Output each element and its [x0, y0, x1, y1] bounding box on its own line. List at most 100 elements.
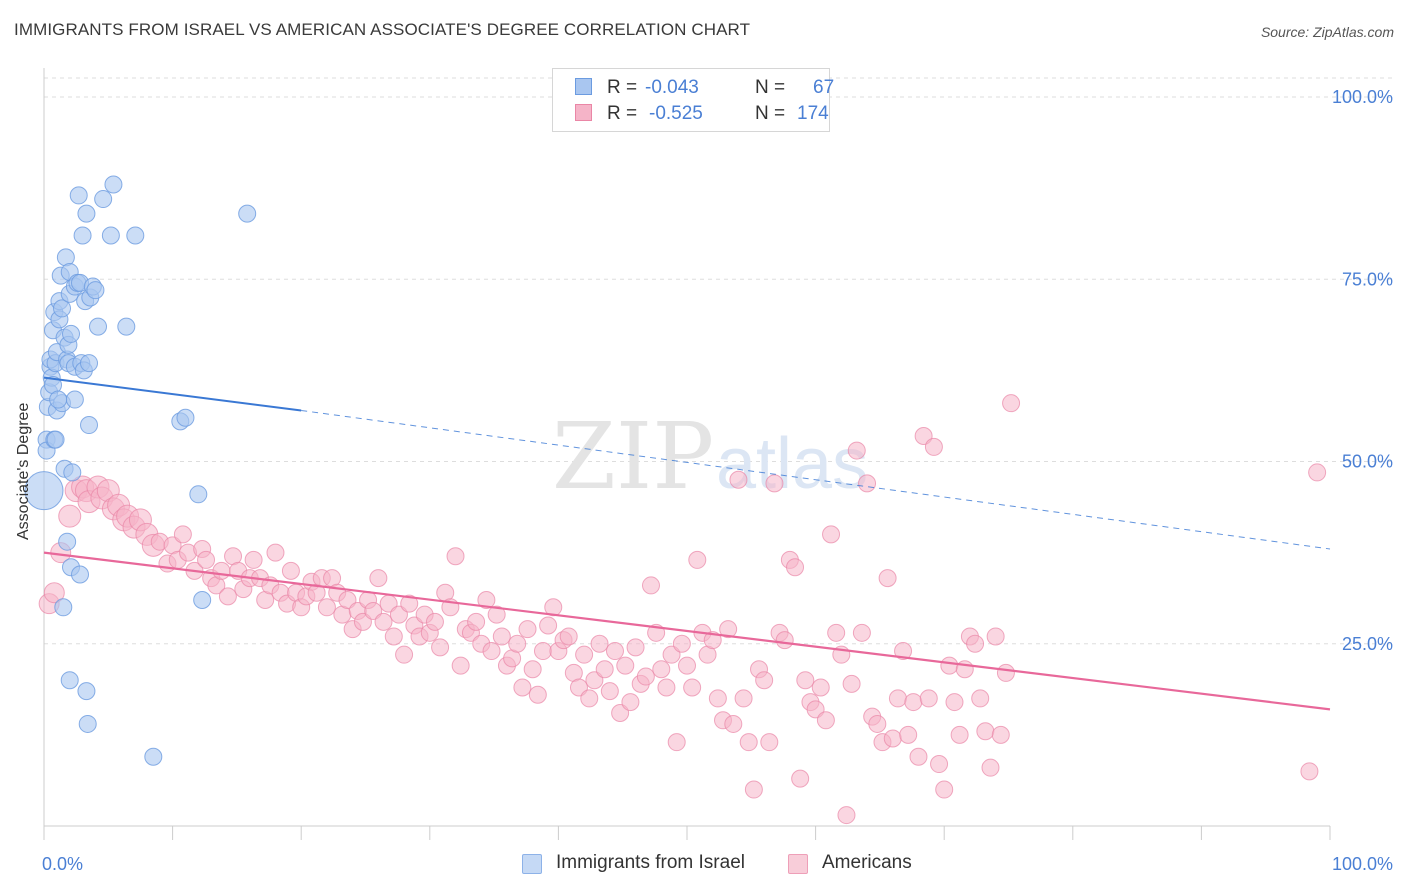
point-americans — [899, 725, 918, 744]
y-axis-label: Associate's Degree — [15, 402, 32, 540]
point-americans — [708, 689, 727, 708]
point-americans — [353, 612, 372, 631]
legend-swatch-blue — [575, 78, 592, 95]
point-americans — [878, 569, 897, 588]
point-americans — [837, 806, 856, 825]
point-americans — [924, 437, 943, 456]
point-israel — [69, 186, 88, 205]
source-credit: Source: ZipAtlas.com — [1260, 24, 1394, 40]
point-americans — [919, 689, 938, 708]
tick-labels: 25.0% 50.0% 75.0% 100.0% 0.0% 100.0% — [42, 87, 1393, 874]
point-americans — [760, 733, 779, 752]
point-americans — [894, 642, 913, 661]
point-americans — [595, 660, 614, 679]
point-americans — [667, 733, 686, 752]
point-americans — [446, 547, 465, 566]
point-americans — [765, 474, 784, 493]
point-americans — [827, 623, 846, 642]
point-israel — [73, 226, 92, 245]
point-americans — [218, 587, 237, 606]
point-americans — [374, 612, 393, 631]
point-americans — [487, 605, 506, 624]
point-americans — [1300, 762, 1319, 781]
point-americans — [575, 645, 594, 664]
point-americans — [173, 525, 192, 544]
point-israel — [62, 324, 81, 343]
point-americans — [945, 693, 964, 712]
trendline-israel — [43, 376, 302, 412]
point-americans — [611, 704, 630, 723]
legend-label-israel: Immigrants from Israel — [556, 852, 745, 873]
trendline-israel-extension — [301, 409, 1331, 550]
point-americans — [775, 631, 794, 650]
point-americans — [858, 474, 877, 493]
point-americans — [791, 769, 810, 788]
point-americans — [585, 671, 604, 690]
point-israel — [117, 317, 136, 336]
point-israel — [238, 204, 257, 223]
point-americans — [739, 733, 758, 752]
point-israel — [126, 226, 145, 245]
point-americans — [338, 591, 357, 610]
point-israel — [193, 591, 212, 610]
point-americans — [888, 689, 907, 708]
point-americans — [909, 747, 928, 766]
legend-label-americans: Americans — [822, 852, 912, 873]
legend-swatch-pink — [575, 104, 592, 121]
point-israel — [49, 390, 68, 409]
point-americans — [395, 645, 414, 664]
point-americans — [197, 550, 216, 569]
point-americans — [569, 678, 588, 697]
point-israel — [65, 390, 84, 409]
y-tick-label: 50.0% — [1342, 452, 1393, 472]
n-label: N = — [755, 103, 786, 124]
point-americans — [559, 627, 578, 646]
americans-points — [38, 394, 1327, 825]
point-americans — [986, 627, 1005, 646]
point-americans — [719, 620, 738, 639]
point-americans — [431, 638, 450, 657]
point-israel — [189, 485, 208, 504]
point-americans — [590, 634, 609, 653]
point-americans — [662, 645, 681, 664]
point-americans — [806, 700, 825, 719]
point-americans — [369, 569, 388, 588]
point-americans — [966, 634, 985, 653]
point-americans — [981, 758, 1000, 777]
point-americans — [786, 558, 805, 577]
point-americans — [212, 561, 231, 580]
point-israel — [78, 714, 97, 733]
point-americans — [467, 612, 486, 631]
point-americans — [672, 634, 691, 653]
x-tick-label-start: 0.0% — [42, 854, 83, 874]
point-israel — [77, 204, 96, 223]
point-americans — [940, 656, 959, 675]
point-americans — [703, 631, 722, 650]
point-americans — [868, 714, 887, 733]
point-israel — [89, 317, 108, 336]
watermark-zip: ZIP — [552, 403, 714, 510]
trendlines — [43, 376, 1331, 711]
point-americans — [389, 605, 408, 624]
point-americans — [847, 441, 866, 460]
point-israel — [104, 175, 123, 194]
point-israel — [86, 281, 105, 300]
point-americans — [518, 620, 537, 639]
point-israel — [77, 682, 96, 701]
n-value: 174 — [797, 103, 829, 124]
point-americans — [991, 725, 1010, 744]
y-tick-label: 25.0% — [1342, 634, 1393, 654]
watermark-atlas: atlas — [716, 424, 868, 504]
point-israel — [94, 190, 113, 209]
point-israel — [46, 430, 65, 449]
point-americans — [904, 693, 923, 712]
point-israel — [80, 354, 99, 373]
point-americans — [678, 656, 696, 675]
point-israel — [101, 226, 120, 245]
point-americans — [400, 594, 419, 613]
point-americans — [734, 689, 753, 708]
point-americans — [600, 682, 619, 701]
point-israel — [53, 299, 72, 318]
point-americans — [950, 725, 969, 744]
